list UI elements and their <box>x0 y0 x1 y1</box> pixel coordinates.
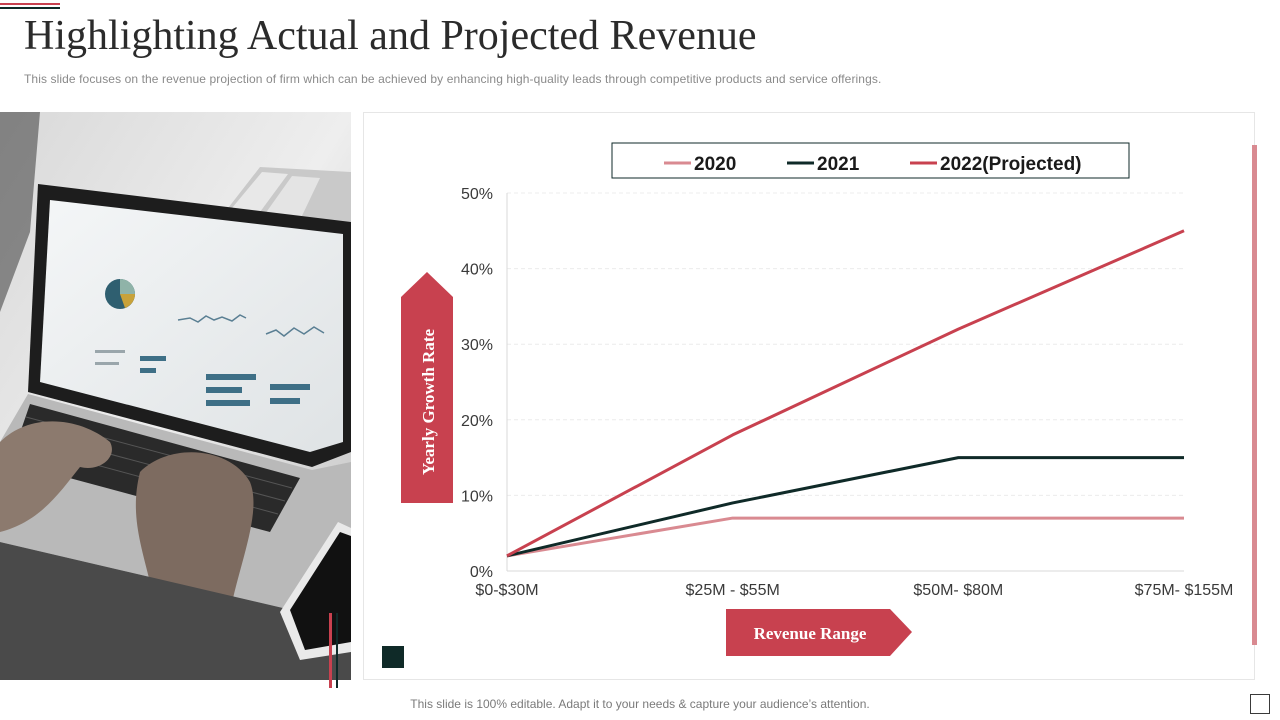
page-title: Highlighting Actual and Projected Revenu… <box>24 13 757 59</box>
legend: 2020 2021 2022(Projected) <box>664 154 1082 175</box>
x-tick-label: $75M- $155M <box>1135 582 1234 599</box>
laptop-photo-icon <box>0 112 351 680</box>
x-axis-label-arrow <box>726 609 912 656</box>
y-tick-label: 20% <box>461 413 493 430</box>
right-accent-bar <box>1252 145 1257 645</box>
series-line-2022-projected- <box>506 229 1185 558</box>
dark-square-decoration <box>382 646 404 668</box>
legend-label: 2022(Projected) <box>940 154 1082 175</box>
legend-label: 2020 <box>694 154 736 175</box>
y-tick-label: 30% <box>461 337 493 354</box>
page-subtitle: This slide focuses on the revenue projec… <box>24 72 882 86</box>
grid <box>507 192 1184 496</box>
corner-decoration <box>0 3 60 9</box>
y-tick-label: 0% <box>470 564 493 581</box>
x-axis-label: Revenue Range <box>754 624 867 643</box>
y-tick-label: 40% <box>461 262 493 279</box>
x-axis-ticks: $0-$30M $25M - $55M $50M- $80M $75M- $155M <box>475 582 1233 599</box>
decorative-bar-dark <box>336 613 338 688</box>
x-tick-label: $50M- $80M <box>913 582 1003 599</box>
legend-label: 2021 <box>817 154 860 175</box>
y-axis-label: Yearly Growth Rate <box>419 329 438 475</box>
legend-box <box>611 142 1130 179</box>
y-axis-label-arrow <box>401 272 453 503</box>
series-lines <box>506 229 1185 558</box>
series-line-2020 <box>506 516 1184 558</box>
footer-note-text: This slide is 100% editable. Adapt it to… <box>410 697 870 711</box>
x-tick-label: $25M - $55M <box>686 582 780 599</box>
x-tick-label: $0-$30M <box>475 582 538 599</box>
laptop-photo <box>0 112 351 680</box>
outline-square-decoration <box>1250 694 1270 714</box>
y-tick-label: 10% <box>461 488 493 505</box>
decorative-bar-red <box>329 613 332 688</box>
footer-note: This slide is 100% editable. Adapt it to… <box>0 697 1280 711</box>
y-axis-ticks: 0% 10% 20% 30% 40% 50% <box>461 186 493 581</box>
y-tick-label: 50% <box>461 186 493 203</box>
series-line-2021 <box>506 456 1184 558</box>
